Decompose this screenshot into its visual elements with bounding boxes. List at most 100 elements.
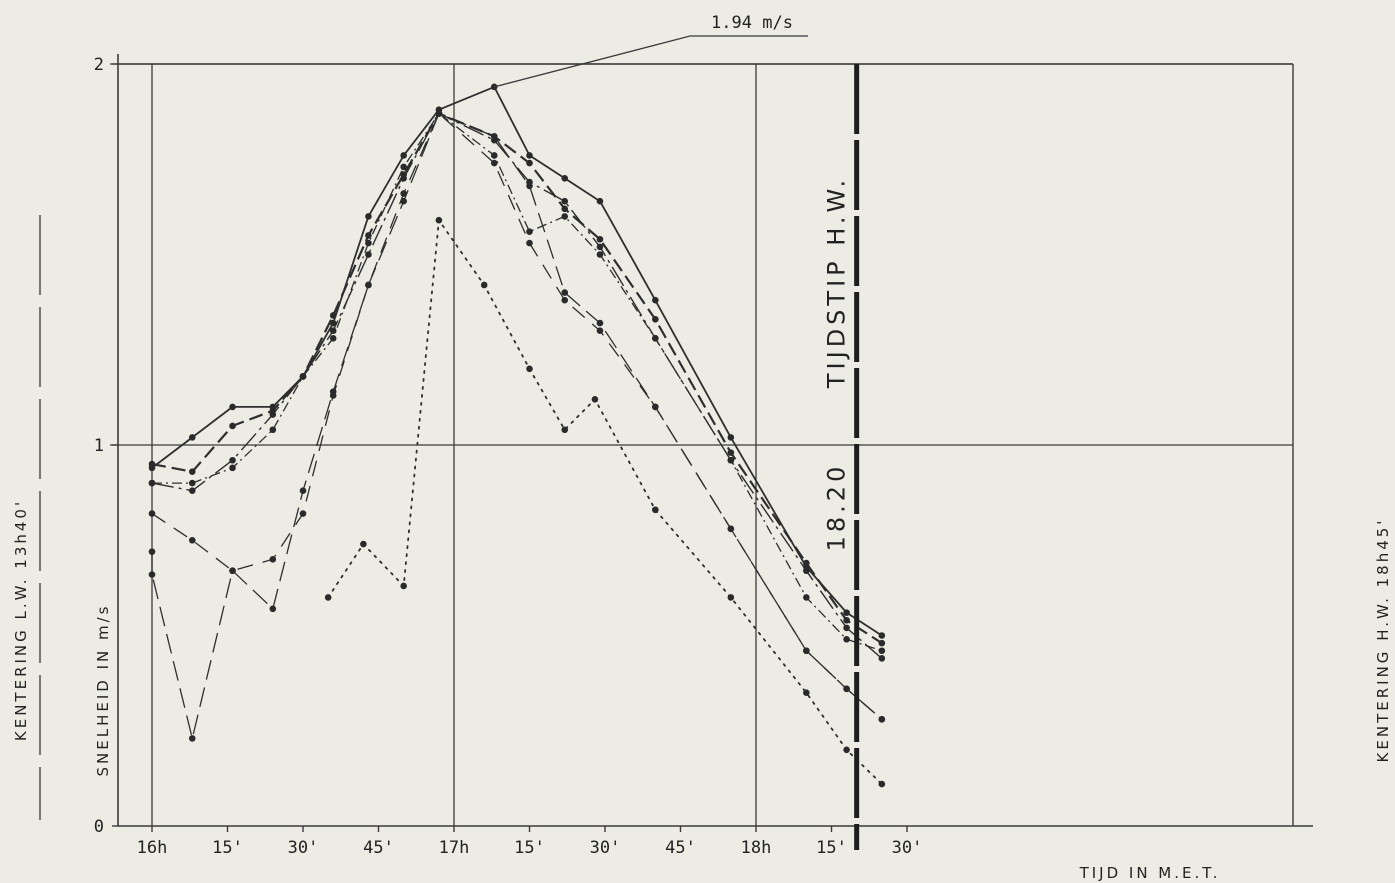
data-point [526, 239, 533, 247]
series-7 [324, 216, 886, 788]
data-point [400, 582, 407, 590]
data-point [561, 197, 569, 205]
data-point [843, 746, 850, 754]
data-point [188, 536, 196, 544]
data-point [269, 411, 277, 418]
series-line [151, 112, 883, 645]
hw-time-label: 18.20 [823, 463, 851, 552]
data-point [561, 426, 569, 434]
data-point [490, 133, 498, 140]
peak-label: 1.94 m/s [711, 13, 793, 33]
x-tick-label: 30' [288, 838, 319, 858]
data-point [269, 426, 277, 434]
data-point [435, 110, 443, 117]
peak-leader-line [494, 35, 808, 88]
data-point [727, 525, 735, 533]
series-6 [148, 110, 886, 742]
y-tick-label: 2 [94, 55, 104, 75]
data-point [365, 213, 372, 220]
left-side-label: KENTERING L.W. 13h40' [12, 499, 30, 741]
data-point [526, 159, 533, 167]
data-point [188, 468, 196, 475]
data-point [803, 594, 810, 601]
data-point [526, 228, 533, 235]
data-point [526, 365, 533, 373]
data-point [148, 548, 156, 555]
series-3 [148, 110, 886, 662]
data-point [360, 540, 367, 548]
data-point [843, 685, 850, 693]
data-point [652, 296, 659, 304]
x-tick-label: 15' [816, 838, 847, 858]
data-point [490, 159, 498, 167]
data-point [400, 190, 407, 197]
data-point [148, 571, 156, 578]
series-line [327, 219, 883, 785]
data-point [188, 735, 196, 742]
data-point [727, 449, 735, 456]
data-point [400, 197, 407, 205]
data-point [400, 152, 407, 159]
x-tick-label: 30' [590, 838, 621, 858]
series-2 [148, 110, 886, 647]
data-point [561, 296, 569, 304]
data-point [480, 281, 488, 289]
data-point [878, 639, 886, 647]
data-point [878, 647, 886, 655]
data-point [727, 434, 735, 441]
data-point [526, 152, 533, 159]
y-tick-label: 1 [94, 436, 104, 456]
data-point [229, 403, 236, 411]
data-point [591, 395, 599, 403]
x-tick-label: 17h [439, 838, 470, 858]
data-point [229, 567, 236, 575]
data-point [803, 647, 810, 655]
data-point [843, 616, 850, 624]
right-side-label: KENTERING H.W. 18h45' [1374, 518, 1392, 763]
data-point [561, 213, 569, 220]
data-point [400, 163, 407, 171]
data-point [596, 327, 604, 335]
data-point [229, 456, 236, 464]
data-point [596, 235, 604, 243]
x-tick-label: 16h [137, 838, 168, 858]
data-point [596, 197, 604, 205]
hw-marker-label: TIJDSTIP H.W. [823, 176, 851, 389]
data-point [329, 319, 337, 327]
x-tick-label: 15' [212, 838, 243, 858]
data-point [365, 232, 372, 239]
data-point [727, 594, 735, 601]
data-point [561, 175, 569, 182]
data-point [596, 251, 604, 258]
data-point [843, 624, 850, 632]
data-point [561, 205, 569, 213]
data-point [299, 373, 307, 380]
data-point [490, 152, 498, 159]
data-point [803, 567, 810, 575]
data-point [803, 559, 810, 567]
x-tick-label: 18h [741, 838, 772, 858]
y-axis-label: SNELHEID IN m/s [94, 604, 112, 777]
series-4 [148, 110, 886, 655]
series-line [151, 112, 883, 659]
data-point [148, 510, 156, 517]
annotations: 1.94 m/s TIJDSTIP H.W. 18.20 KENTERING L.W.… [12, 13, 1392, 850]
data-point [329, 312, 337, 319]
data-point [803, 689, 810, 696]
data-point [229, 464, 236, 472]
data-point [878, 780, 886, 788]
data-point [365, 281, 372, 289]
data-point [652, 315, 659, 323]
series-line [151, 86, 883, 637]
data-point [148, 460, 156, 468]
data-point [727, 456, 735, 464]
data-point [596, 243, 604, 251]
data-point [843, 609, 850, 616]
data-point [329, 335, 337, 342]
series-line [152, 112, 883, 652]
data-point [435, 216, 443, 224]
data-point [329, 388, 337, 395]
x-tick-label: 15' [514, 838, 545, 858]
data-point [878, 716, 886, 723]
data-point [652, 506, 659, 514]
